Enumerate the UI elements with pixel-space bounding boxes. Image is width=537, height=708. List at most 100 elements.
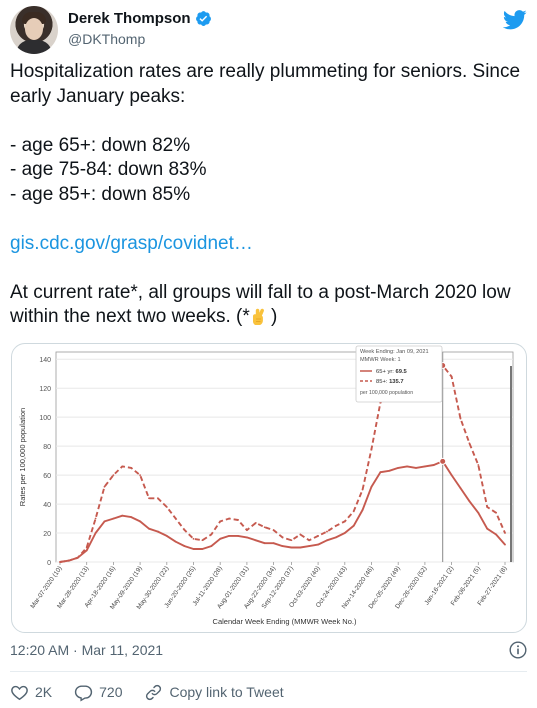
chart-tooltip: Week Ending: Jan 09, 2021 MMWR Week: 1 65+… (355, 345, 443, 403)
data-point (450, 474, 453, 477)
copy-link-button[interactable]: Copy link to Tweet (144, 683, 284, 702)
data-point (504, 543, 506, 546)
data-point (237, 535, 239, 537)
y-tick-label: 80 (43, 444, 51, 451)
data-point (281, 545, 284, 547)
data-point (237, 519, 239, 521)
data-point (424, 465, 426, 468)
y-axis-label: Rates per 100,000 population (18, 408, 27, 506)
data-point (343, 520, 346, 523)
tweet-text: Hospitalization rates are really plummet… (10, 60, 527, 330)
data-point (370, 485, 373, 488)
data-point (290, 539, 293, 542)
data-point (130, 516, 133, 519)
copy-link-label: Copy link to Tweet (169, 684, 284, 700)
y-tick-label: 100 (39, 415, 51, 422)
data-point (68, 559, 70, 562)
data-point (352, 510, 355, 513)
info-icon[interactable] (509, 641, 527, 659)
data-point (317, 535, 319, 537)
data-point (361, 508, 364, 511)
data-point (210, 545, 213, 547)
like-count: 2K (35, 684, 53, 700)
link-icon (146, 684, 162, 700)
data-point (94, 517, 97, 520)
data-point (361, 488, 364, 491)
data-point (308, 539, 311, 542)
data-point (192, 537, 195, 540)
data-point (477, 464, 480, 466)
divider (10, 671, 527, 672)
bullet-age-75-84: - age 75-84: down 83% (10, 159, 207, 180)
cdc-link[interactable]: gis.cdc.gov/grasp/covidnet… (10, 232, 253, 254)
reply-button[interactable]: 720 (74, 683, 122, 702)
like-button[interactable]: 2K (10, 683, 52, 702)
data-point (85, 549, 88, 552)
verified-badge-icon (195, 11, 211, 26)
plot-frame (55, 351, 514, 563)
data-point (103, 520, 106, 523)
data-point (477, 511, 480, 514)
data-point (379, 471, 382, 474)
data-point (254, 539, 257, 542)
y-tick-label: 60 (43, 473, 51, 480)
data-point (326, 539, 328, 542)
chart-card[interactable]: 0 20 40 60 80 100 120 140 Rates per 100,000 popu… (11, 343, 527, 633)
author-name[interactable]: Derek Thompson (68, 10, 191, 27)
data-point (228, 535, 231, 537)
data-point (343, 532, 346, 534)
data-point (432, 464, 435, 466)
data-point (103, 485, 106, 488)
y-tick-label: 20 (43, 531, 51, 538)
tooltip-box (355, 345, 443, 403)
data-point (263, 542, 266, 545)
tweet-header: Derek Thompson @DKThomp (10, 6, 527, 54)
data-point (468, 500, 471, 503)
avatar[interactable] (10, 6, 58, 54)
data-point (192, 548, 195, 550)
x-tick-label: Feb-27-2021 (8) (476, 565, 508, 607)
data-point (246, 536, 248, 539)
data-point (165, 506, 168, 508)
timestamp[interactable]: 12:20 AM · Mar 11, 2021 (10, 642, 164, 658)
tweet-line-close: ) (265, 306, 278, 327)
tooltip-title: Week Ending: Jan 09, 2021 (360, 349, 429, 355)
tweet-line-last: within the next two weeks. (* ) (10, 305, 527, 330)
data-point (450, 375, 453, 378)
data-point (157, 530, 159, 533)
data-point (165, 535, 168, 537)
twitter-bird-icon[interactable] (503, 10, 527, 30)
author-handle[interactable]: @DKThomp (68, 31, 146, 47)
data-point (486, 527, 489, 530)
tweet-line: early January peaks: (10, 85, 186, 107)
data-point (459, 487, 462, 490)
data-point (281, 536, 284, 539)
data-point (352, 524, 355, 527)
data-point (139, 474, 141, 477)
data-point (183, 529, 186, 532)
tooltip-row-85: 85+: 135.7 (376, 379, 404, 385)
data-point (263, 526, 266, 529)
data-point (228, 517, 231, 520)
hospitalization-chart[interactable]: 0 20 40 60 80 100 120 140 Rates per 100,000 popu… (12, 344, 527, 633)
data-point (335, 536, 337, 539)
author-name-row[interactable]: Derek Thompson (68, 10, 212, 27)
data-point (495, 533, 497, 536)
y-tick-label: 120 (39, 386, 51, 393)
data-point (406, 465, 408, 468)
data-point (219, 537, 222, 540)
data-point (370, 448, 373, 450)
reply-count: 720 (99, 684, 123, 700)
data-point (246, 529, 248, 532)
data-point (459, 417, 462, 420)
data-point (174, 540, 177, 543)
data-point (290, 546, 293, 549)
bullet-age-65: - age 65+: down 82% (10, 134, 191, 156)
y-tick-label: 140 (39, 357, 51, 364)
data-point (219, 520, 222, 523)
tooltip-row-65: 65+ yr: 69.5 (376, 369, 408, 375)
action-bar: 2K 720 Copy link to Tweet (10, 682, 306, 702)
data-point (157, 497, 159, 500)
data-point (388, 469, 391, 472)
data-point (308, 545, 311, 547)
